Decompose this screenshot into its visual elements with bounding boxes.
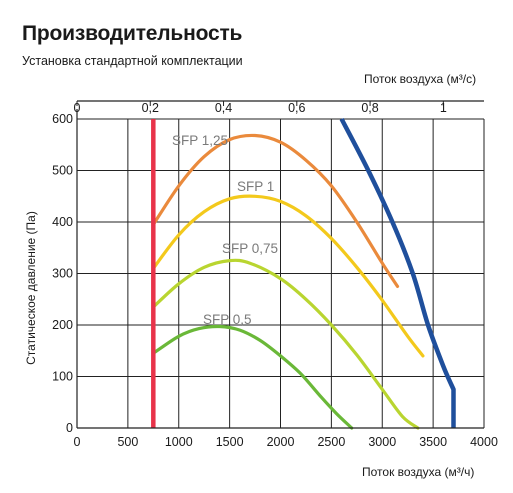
x-tick-label: 4000 [470, 435, 498, 449]
x-tick-label: 1500 [216, 435, 244, 449]
x2-tick-label: 0 [74, 101, 81, 115]
x-tick-label: 500 [117, 435, 138, 449]
grid [77, 118, 485, 428]
series-label: SFP 1,25 [172, 133, 228, 148]
x2-tick-label: 0,4 [215, 101, 232, 115]
curves: SFP 1,25 SFP 1 SFP 0,75 SFP 0,5 [151, 117, 456, 430]
x-tick-label: 1000 [165, 435, 193, 449]
x2-tick-label: 1 [440, 101, 447, 115]
y-tick-label: 200 [52, 318, 73, 332]
series-line [151, 324, 354, 430]
y-tick-label: 100 [52, 370, 73, 384]
y-tick-label: 400 [52, 215, 73, 229]
series-line [151, 133, 400, 288]
series-line [151, 194, 425, 358]
page-title: Производительность [22, 22, 243, 45]
series-label: SFP 1 [237, 179, 274, 194]
x2-tick-label: 0,6 [288, 101, 305, 115]
x-tick-label: 3000 [368, 435, 396, 449]
max-flow-limit-line [339, 117, 456, 428]
x-tick-label: 0 [74, 435, 81, 449]
y-tick-label: 500 [52, 164, 73, 178]
axes [76, 100, 484, 429]
y-axis-label: Статическое давление (Па) [24, 211, 38, 365]
x2-axis-label: Поток воздуха (м³/с) [364, 72, 476, 86]
x-axis-label: Поток воздуха (м³/ч) [362, 465, 474, 479]
x2-tick-label: 0,8 [361, 101, 378, 115]
page-subtitle: Установка стандартной комплектации [22, 54, 243, 68]
series-label: SFP 0,75 [222, 241, 278, 256]
tick-labels: 0 500 1000 1500 2000 2500 3000 3500 400001002003… [52, 101, 498, 449]
x-tick-label: 2000 [267, 435, 295, 449]
x-tick-label: 2500 [317, 435, 345, 449]
x-tick-label: 3500 [419, 435, 447, 449]
y-tick-label: 600 [52, 112, 73, 126]
series-label: SFP 0,5 [203, 312, 252, 327]
x2-tick-label: 0,2 [142, 101, 159, 115]
y-tick-label: 300 [52, 267, 73, 281]
series-line [151, 258, 420, 430]
y-tick-label: 0 [66, 421, 73, 435]
